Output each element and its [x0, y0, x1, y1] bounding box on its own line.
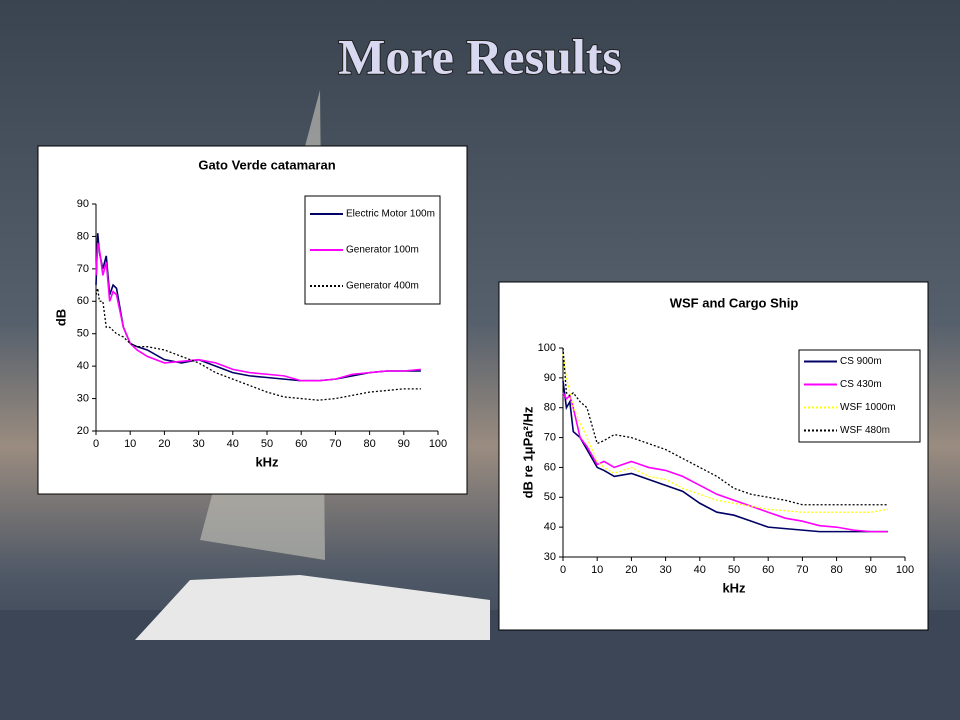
legend-label: CS 430m [840, 379, 882, 390]
legend-label: WSF 480m [840, 425, 890, 436]
x-tick-label: 10 [124, 438, 136, 450]
y-tick-label: 30 [544, 551, 556, 563]
x-tick-label: 100 [896, 564, 914, 576]
x-tick-label: 20 [625, 564, 637, 576]
series-line [562, 392, 888, 533]
x-axis-label: kHz [722, 580, 746, 595]
legend-label: Generator 100m [346, 245, 419, 256]
series-line [95, 288, 421, 401]
x-tick-label: 50 [261, 438, 273, 450]
y-tick-label: 80 [544, 402, 556, 414]
y-tick-label: 30 [77, 392, 89, 404]
legend-label: Generator 400m [346, 281, 419, 292]
y-tick-label: 60 [77, 295, 89, 307]
y-tick-label: 70 [77, 263, 89, 275]
x-tick-label: 60 [762, 564, 774, 576]
x-tick-label: 100 [429, 438, 447, 450]
legend-label: WSF 1000m [840, 402, 896, 413]
legend-label: Electric Motor 100m [346, 209, 435, 220]
x-tick-label: 80 [830, 564, 842, 576]
x-tick-label: 70 [796, 564, 808, 576]
y-tick-label: 90 [544, 372, 556, 384]
legend-box [798, 349, 921, 443]
y-tick-label: 60 [544, 461, 556, 473]
chart-frame [498, 281, 929, 631]
x-tick-label: 60 [295, 438, 307, 450]
y-tick-label: 40 [77, 360, 89, 372]
series-line [562, 353, 889, 513]
x-tick-label: 40 [694, 564, 706, 576]
y-axis-label: dB re 1μPa²/Hz [520, 406, 535, 498]
x-tick-label: 0 [93, 438, 99, 450]
y-tick-label: 90 [77, 198, 89, 210]
x-tick-label: 30 [192, 438, 204, 450]
y-tick-label: 50 [77, 328, 89, 340]
x-tick-label: 20 [158, 438, 170, 450]
x-tick-label: 30 [659, 564, 671, 576]
x-axis-label: kHz [255, 454, 279, 469]
series-line [562, 347, 888, 506]
legend-label: CS 900m [840, 356, 882, 367]
x-tick-label: 40 [227, 438, 239, 450]
chart-title: Gato Verde catamaran [198, 157, 335, 172]
y-tick-label: 70 [544, 431, 556, 443]
y-tick-label: 80 [77, 230, 89, 242]
y-tick-label: 20 [77, 425, 89, 437]
chart-title: WSF and Cargo Ship [670, 295, 799, 310]
y-tick-label: 50 [544, 491, 556, 503]
y-tick-label: 40 [544, 521, 556, 533]
y-axis-label: dB [53, 309, 68, 326]
y-tick-label: 100 [538, 342, 556, 354]
x-tick-label: 80 [363, 438, 375, 450]
x-tick-label: 50 [728, 564, 740, 576]
x-tick-label: 70 [329, 438, 341, 450]
x-tick-label: 0 [560, 564, 566, 576]
series-line [95, 242, 421, 382]
boat [135, 575, 490, 640]
x-tick-label: 90 [865, 564, 877, 576]
x-tick-label: 90 [398, 438, 410, 450]
slide-title: More Results [338, 28, 622, 84]
x-tick-label: 10 [591, 564, 603, 576]
